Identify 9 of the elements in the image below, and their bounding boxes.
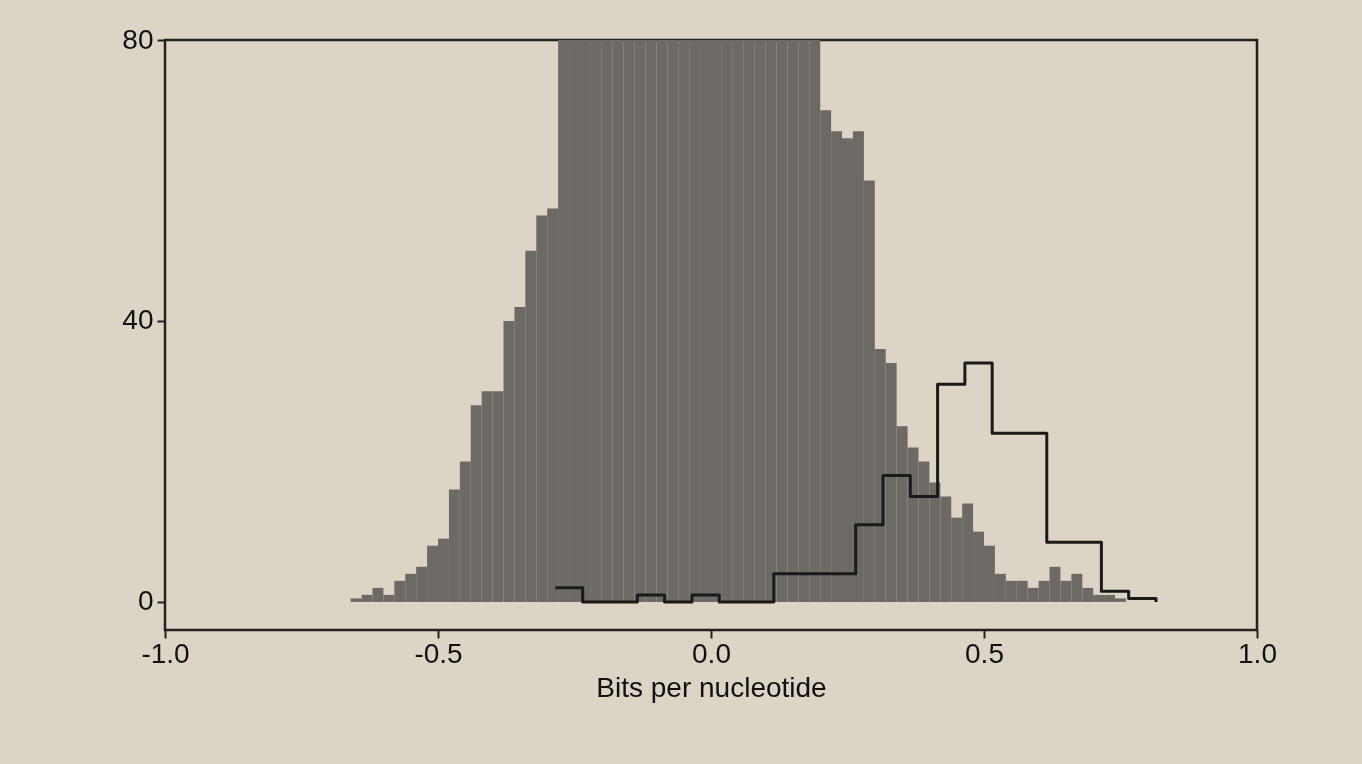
x-tick-label: 0.0 — [692, 637, 731, 669]
x-axis-title: Bits per nucleotide — [596, 671, 827, 703]
y-tick-label: 40 — [122, 304, 154, 336]
y-tick-label: 0 — [137, 585, 154, 617]
x-tick-label: -0.5 — [414, 637, 463, 669]
x-tick-label: 1.0 — [1238, 637, 1277, 669]
x-tick-label: 0.5 — [965, 637, 1004, 669]
y-tick-label: 80 — [122, 23, 154, 55]
x-tick-label: -1.0 — [141, 637, 190, 669]
